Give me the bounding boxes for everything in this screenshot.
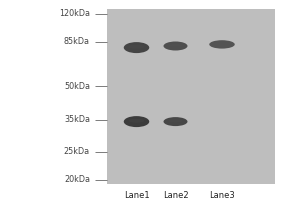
Bar: [106, 9, 274, 184]
Ellipse shape: [209, 40, 235, 49]
Ellipse shape: [124, 116, 149, 127]
Ellipse shape: [129, 45, 144, 49]
Text: 50kDa: 50kDa: [64, 82, 90, 90]
Text: 20kDa: 20kDa: [64, 176, 90, 184]
Text: Lane1: Lane1: [124, 191, 149, 200]
Ellipse shape: [214, 42, 230, 45]
Ellipse shape: [168, 119, 183, 122]
Ellipse shape: [129, 119, 144, 123]
Ellipse shape: [164, 117, 188, 126]
Ellipse shape: [168, 44, 183, 47]
Text: 35kDa: 35kDa: [64, 116, 90, 124]
Ellipse shape: [164, 42, 188, 50]
Text: Lane3: Lane3: [209, 191, 235, 200]
Text: 85kDa: 85kDa: [64, 38, 90, 46]
Text: Lane2: Lane2: [163, 191, 188, 200]
Text: 120kDa: 120kDa: [59, 9, 90, 19]
Ellipse shape: [124, 42, 149, 53]
Text: 25kDa: 25kDa: [64, 148, 90, 156]
